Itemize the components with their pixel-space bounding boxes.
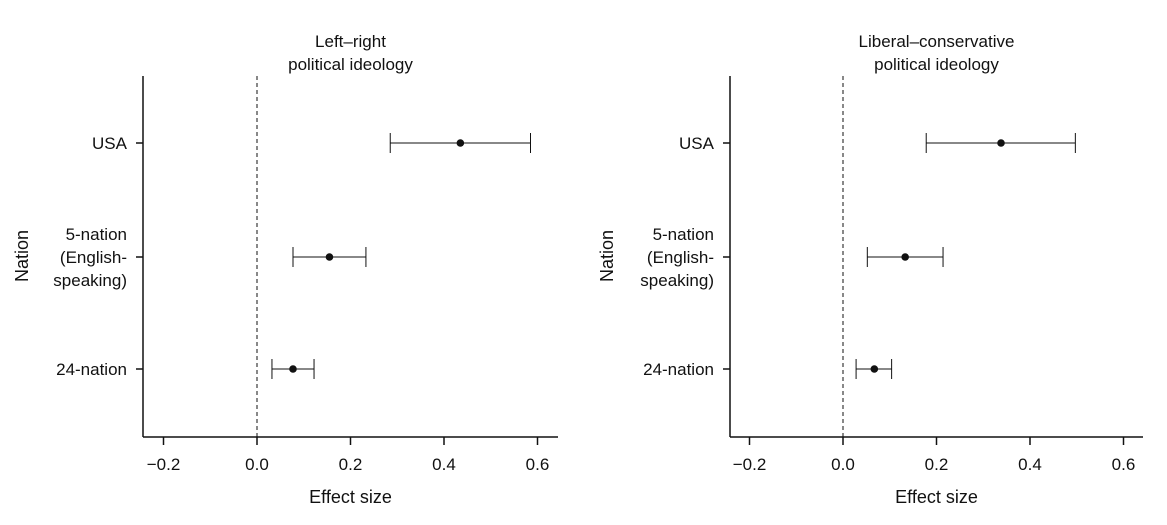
category-label: 24-nation [56,360,127,379]
chart-title-line: Liberal–conservative [859,32,1015,51]
category-label: speaking) [640,271,714,290]
x-tick-label: 0.2 [925,455,949,474]
x-tick-label: −0.2 [147,455,181,474]
x-tick-label: 0.2 [339,455,363,474]
point-estimate [456,139,465,147]
x-axis-label: Effect size [895,487,978,507]
category-label: (English- [647,248,714,267]
y-axis-label: Nation [12,230,32,282]
category-label: 5-nation [653,225,714,244]
y-axis-label: Nation [597,230,617,282]
x-tick-label: 0.4 [432,455,456,474]
category-label: speaking) [53,271,127,290]
x-axis-label: Effect size [309,487,392,507]
panel-left-right-ideology: −0.2 0.0 0.2 0.4 0.6 Left–right political ideo… [12,32,558,507]
chart-title-line: Left–right [315,32,386,51]
point-estimate [870,365,879,373]
category-label: USA [92,134,128,153]
x-tick-label: 0.4 [1018,455,1042,474]
point-estimate [901,253,909,261]
point-estimate [325,253,334,261]
category-label: 24-nation [643,360,714,379]
x-tick-label: 0.0 [831,455,855,474]
category-label: USA [679,134,715,153]
category-label: 5-nation [66,225,127,244]
panel-liberal-conservative-ideology: −0.2 0.0 0.2 0.4 0.6 Liberal–conservative poli… [597,32,1143,507]
x-tick-label: 0.6 [1112,455,1136,474]
x-tick-label: −0.2 [733,455,767,474]
point-estimate [289,365,297,373]
x-tick-label: 0.6 [526,455,550,474]
chart-title-line: political ideology [874,55,999,74]
point-estimate [997,139,1005,147]
chart-title-line: political ideology [288,55,413,74]
x-tick-label: 0.0 [245,455,269,474]
category-label: (English- [60,248,127,267]
